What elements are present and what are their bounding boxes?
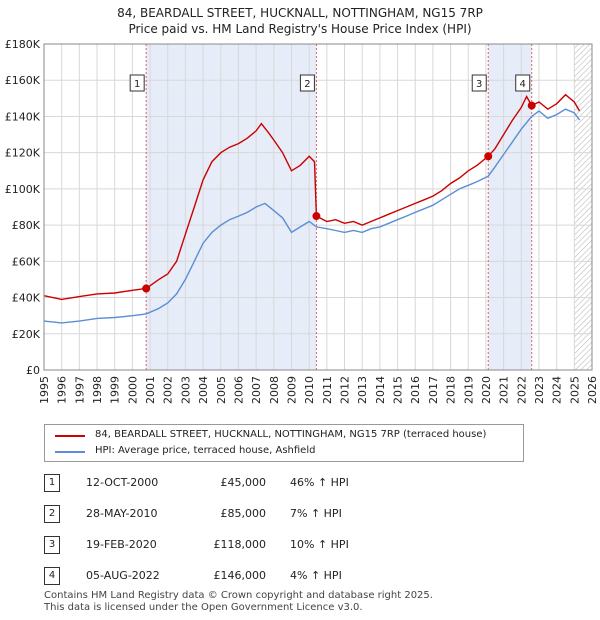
x-tick-label: 2024: [551, 376, 564, 404]
sale-date: 28-MAY-2010: [86, 507, 158, 520]
x-tick-label: 2016: [409, 376, 422, 404]
sale-hpi-diff: 4% ↑ HPI: [290, 569, 342, 582]
sale-number-label: 4: [520, 79, 526, 90]
table-row: 2 28-MAY-2010 £85,000 7% ↑ HPI: [0, 505, 600, 527]
x-tick-label: 2002: [162, 376, 175, 404]
x-tick-label: 2018: [445, 376, 458, 404]
y-tick-label: £20K: [12, 328, 41, 341]
sale-number-label: 3: [476, 79, 482, 90]
sale-number-box: [129, 74, 145, 92]
x-tick-label: 1995: [38, 376, 51, 404]
sale-number-badge: 2: [44, 505, 60, 523]
y-tick-label: £180K: [5, 38, 41, 51]
plot-frame: [43, 43, 593, 371]
sale-point: [312, 212, 321, 221]
sale-point: [142, 284, 151, 293]
sale-hpi-diff: 7% ↑ HPI: [290, 507, 342, 520]
x-tick-label: 2011: [321, 376, 334, 404]
x-tick-label: 2008: [268, 376, 281, 404]
x-tick-label: 2026: [586, 376, 599, 404]
footer-licence: This data is licensed under the Open Gov…: [44, 602, 363, 613]
sale-number-label: 2: [304, 79, 310, 90]
y-tick-label: £160K: [5, 74, 41, 87]
legend-property-line: [55, 435, 85, 437]
ownership-shade: [146, 44, 317, 370]
x-tick-label: 1999: [109, 376, 122, 404]
sale-price: £45,000: [220, 476, 267, 489]
sale-number-box: [471, 74, 487, 92]
sale-price: £118,000: [213, 538, 267, 551]
x-tick-label: 2022: [515, 376, 528, 404]
x-tick-label: 2013: [356, 376, 369, 404]
table-row: 1 12-OCT-2000 £45,000 46% ↑ HPI: [0, 474, 600, 496]
legend-property-label: 84, BEARDALL STREET, HUCKNALL, NOTTINGHA…: [95, 429, 487, 440]
sale-price: £146,000: [213, 569, 267, 582]
y-tick-label: £140K: [5, 110, 41, 123]
sale-date: 05-AUG-2022: [86, 569, 160, 582]
x-tick-label: 2006: [232, 376, 245, 404]
x-tick-label: 2007: [250, 376, 263, 404]
footer-copyright: Contains HM Land Registry data © Crown c…: [44, 590, 433, 601]
sale-price: £85,000: [220, 507, 267, 520]
x-tick-label: 2010: [303, 376, 316, 404]
y-tick-label: £100K: [5, 183, 41, 196]
table-row: 3 19-FEB-2020 £118,000 10% ↑ HPI: [0, 536, 600, 558]
x-tick-label: 1997: [73, 376, 86, 404]
sale-point: [527, 101, 536, 110]
x-tick-label: 2021: [498, 376, 511, 404]
table-row: 4 05-AUG-2022 £146,000 4% ↑ HPI: [0, 567, 600, 589]
x-tick-label: 2000: [126, 376, 139, 404]
x-tick-label: 2004: [197, 376, 210, 404]
property-series-line: [43, 93, 581, 301]
x-tick-label: 2003: [179, 376, 192, 404]
x-tick-label: 1998: [91, 376, 104, 404]
sale-date: 19-FEB-2020: [86, 538, 157, 551]
chart-title-address: 84, BEARDALL STREET, HUCKNALL, NOTTINGHA…: [117, 6, 483, 20]
x-tick-label: 1996: [56, 376, 69, 404]
y-tick-label: £0: [26, 364, 40, 377]
sale-number-box: [299, 74, 315, 92]
y-tick-label: £40K: [12, 292, 41, 305]
price-chart: £0 £20K £40K £60K £80K £100K £120K £140K £160K £1…: [5, 38, 599, 404]
x-tick-label: 2005: [215, 376, 228, 404]
x-tick-label: 2023: [533, 376, 546, 404]
future-hatch: [574, 44, 592, 370]
sale-number-box: [515, 74, 531, 92]
x-tick-label: 2015: [392, 376, 405, 404]
sale-number-badge: 1: [44, 474, 60, 492]
sale-date: 12-OCT-2000: [86, 476, 159, 489]
legend-hpi-line: [55, 451, 85, 453]
ownership-shade: [488, 44, 532, 370]
sale-number-badge: 3: [44, 536, 60, 554]
hpi-series-line: [43, 108, 581, 324]
chart-legend: 84, BEARDALL STREET, HUCKNALL, NOTTINGHA…: [44, 424, 524, 462]
x-tick-label: 2001: [144, 376, 157, 404]
sale-hpi-diff: 46% ↑ HPI: [290, 476, 349, 489]
sale-number-badge: 4: [44, 567, 60, 585]
chart-subtitle: Price paid vs. HM Land Registry's House …: [128, 22, 472, 36]
x-tick-label: 2009: [285, 376, 298, 404]
y-tick-label: £80K: [12, 219, 41, 232]
legend-hpi-label: HPI: Average price, terraced house, Ashf…: [95, 445, 316, 456]
x-tick-label: 2017: [427, 376, 440, 404]
y-tick-label: £120K: [5, 147, 41, 160]
x-tick-label: 2025: [568, 376, 581, 404]
sale-hpi-diff: 10% ↑ HPI: [290, 538, 349, 551]
x-tick-label: 2012: [339, 376, 352, 404]
x-tick-label: 2019: [462, 376, 475, 404]
x-tick-label: 2014: [374, 376, 387, 404]
sale-number-label: 1: [134, 79, 140, 90]
y-tick-label: £60K: [12, 255, 41, 268]
x-tick-label: 2020: [480, 376, 493, 404]
sale-point: [484, 152, 493, 161]
